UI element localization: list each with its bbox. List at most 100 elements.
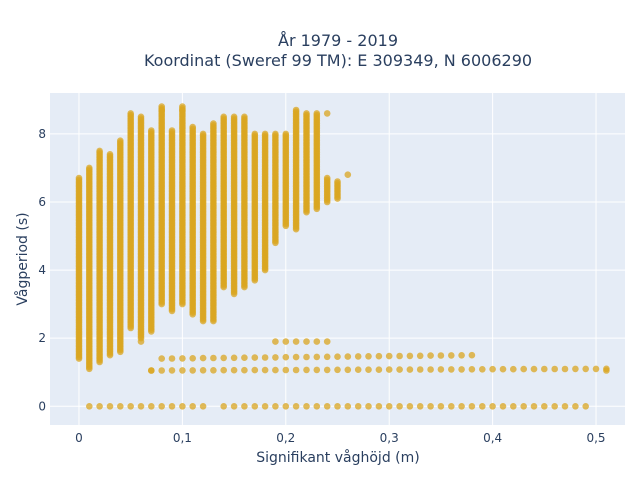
data-point [323,403,331,410]
data-point [323,338,331,345]
data-point [427,366,434,373]
data-point [510,365,517,373]
data-point [148,403,155,410]
data-point [220,403,227,410]
data-point [210,354,217,362]
data-point [582,403,589,410]
data-point [230,403,238,410]
data-point [220,366,227,374]
data-point [137,113,145,121]
data-point [323,353,331,361]
data-point [416,366,424,373]
data-point [251,366,259,374]
data-point [437,403,445,410]
data-point [458,366,465,373]
data-point [396,366,403,373]
data-point [334,403,341,410]
data-point [75,174,83,182]
data-point [220,354,227,362]
data-point [272,338,279,345]
data-point [158,106,165,114]
y-axis-title: Vågperiod (s) [14,212,31,305]
data-point [520,365,527,373]
data-point [168,403,176,410]
data-point [179,403,186,410]
data-point [106,151,114,158]
data-point [230,354,238,362]
data-point [106,403,114,410]
data-point [179,367,186,374]
data-point [168,367,176,374]
data-point [261,354,269,361]
data-point [117,137,124,144]
data-point [179,355,186,362]
data-point [354,353,362,360]
y-tick-label: 4 [38,263,46,277]
chart-title-line1: År 1979 - 2019 [278,31,398,50]
data-point [468,366,476,373]
data-point [354,366,362,374]
data-point [396,403,403,410]
data-point [220,113,227,121]
x-tick-label: 0 [75,431,83,445]
data-point [230,366,238,374]
y-tick-label: 2 [38,331,46,345]
x-tick-label: 0,1 [173,431,192,445]
data-point [448,403,455,410]
data-point [479,403,486,410]
data-point [437,366,445,373]
data-point [272,366,279,374]
data-point [592,365,600,373]
x-tick-label: 0,5 [586,431,605,445]
data-point [210,367,217,374]
data-point [344,403,352,410]
data-point [199,403,207,410]
data-point [499,403,507,410]
data-point [375,366,383,374]
data-point [158,355,165,362]
data-point [168,127,176,134]
data-point [168,355,176,362]
data-point [292,106,300,114]
data-point [313,353,321,361]
data-point [323,174,331,182]
x-tick-label: 0,2 [276,431,295,445]
data-point [510,403,517,410]
data-point [303,366,310,374]
data-point [272,403,279,410]
data-point [499,365,507,373]
data-point [158,367,165,374]
data-point [313,110,321,117]
data-point [230,113,238,121]
data-point [189,123,196,131]
chart-title-line2: Koordinat (Sweref 99 TM): E 309349, N 60… [144,51,532,70]
data-point [272,354,279,361]
data-point [323,110,331,117]
data-point [551,403,558,410]
data-point [323,366,331,374]
data-point [427,403,434,410]
data-point [416,403,424,410]
data-point [354,403,362,410]
data-point [241,403,248,410]
data-point [561,365,569,373]
data-point [127,110,134,117]
data-point [406,403,414,410]
data-point [241,366,248,374]
data-point [86,403,93,410]
x-axis-title: Signifikant våghöjd (m) [256,449,419,466]
data-point [148,367,155,374]
data-point [282,353,290,361]
data-point [530,365,538,373]
data-point [210,120,217,127]
data-point [96,147,103,155]
y-tick-label: 6 [38,195,46,209]
data-point [551,365,558,373]
x-tick-label: 0,4 [483,431,502,445]
data-point [189,403,196,410]
data-point [313,403,321,410]
data-point [385,366,393,373]
data-point [189,355,196,362]
data-point [365,353,372,360]
data-point [530,403,538,410]
